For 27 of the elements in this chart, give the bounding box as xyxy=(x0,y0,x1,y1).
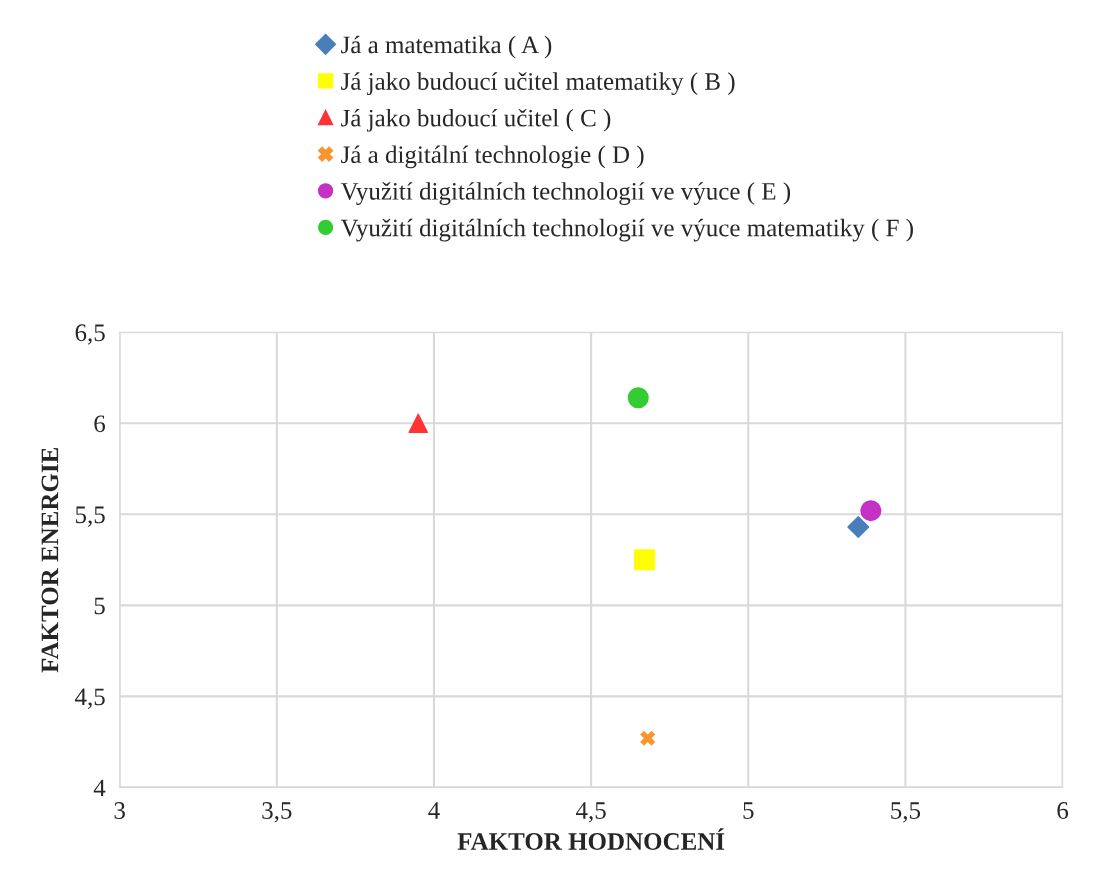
x-tick-label: 3 xyxy=(114,802,125,819)
y-tick-label: 4 xyxy=(93,779,106,797)
y-tick-label: 5,5 xyxy=(75,506,105,527)
x-tick-label: 5,5 xyxy=(891,802,921,823)
point xyxy=(847,516,870,539)
point xyxy=(627,387,649,409)
point xyxy=(640,730,656,746)
x-tick-label: 4 xyxy=(428,802,440,819)
point xyxy=(860,500,882,522)
y-tick-label: 4,5 xyxy=(75,688,105,709)
point xyxy=(408,413,429,434)
point xyxy=(634,549,656,571)
y-tick-label: 5 xyxy=(94,597,105,615)
y-axis-title: FAKTOR ENERGIE xyxy=(41,448,59,673)
x-tick-label: 4,5 xyxy=(575,802,606,823)
x-axis-title: FAKTOR HODNOCENÍ xyxy=(457,828,725,850)
legend-label: Využití digitálních technologií ve výuce ( E ) xyxy=(340,182,791,205)
legend-label: Já jako budoucí učitel ( C ) xyxy=(341,108,611,132)
x-tick-label: 6 xyxy=(1057,802,1069,819)
legend-label: Já a digitální technologie ( D ) xyxy=(341,145,644,169)
legend-label: Já a matematika ( A ) xyxy=(341,35,552,59)
legend-label: Já jako budoucí učitel matematiky ( B ) xyxy=(341,72,735,96)
legend-label: Využití digitálních technologií ve výuce matematiky ( F ) xyxy=(340,218,913,242)
y-tick-label: 6,5 xyxy=(75,324,105,345)
y-tick-label: 6 xyxy=(94,415,106,433)
x-tick-label: 5 xyxy=(743,802,754,819)
x-tick-label: 3,5 xyxy=(262,802,292,823)
